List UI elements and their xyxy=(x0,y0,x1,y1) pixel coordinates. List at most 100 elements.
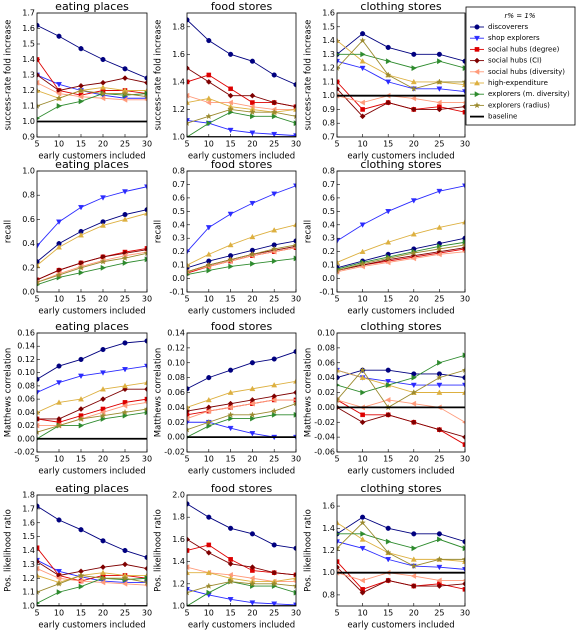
marker xyxy=(122,216,128,222)
marker xyxy=(250,100,255,105)
marker xyxy=(206,375,212,381)
marker xyxy=(271,227,278,233)
marker xyxy=(56,103,63,109)
marker xyxy=(205,418,213,426)
marker xyxy=(56,416,62,422)
series-line xyxy=(37,186,147,247)
y-tick-label: 1.6 xyxy=(172,535,185,544)
x-tick-label: 25 xyxy=(120,455,130,464)
marker xyxy=(37,278,41,286)
marker xyxy=(462,352,465,359)
legend-label: explorers (radius) xyxy=(488,101,550,109)
marker xyxy=(77,87,85,94)
marker xyxy=(385,379,392,385)
x-tick-label: 10 xyxy=(204,455,214,464)
y-tick-label: 1.2 xyxy=(22,574,35,583)
marker xyxy=(249,200,256,207)
marker xyxy=(462,539,465,545)
marker xyxy=(249,411,256,418)
marker xyxy=(37,87,40,93)
marker xyxy=(144,184,147,190)
y-axis-label: recall xyxy=(4,220,14,243)
marker xyxy=(462,89,465,95)
marker xyxy=(474,91,481,98)
marker xyxy=(385,382,392,389)
y-tick-label: 0.5 xyxy=(322,207,335,216)
y-tick-label: 0.08 xyxy=(167,373,185,382)
panel-title: food stores xyxy=(211,0,273,13)
marker xyxy=(228,415,234,422)
marker xyxy=(270,580,278,587)
marker xyxy=(337,267,341,274)
marker xyxy=(411,65,417,72)
marker xyxy=(462,587,465,592)
marker xyxy=(250,415,256,422)
y-tick-label: 1.4 xyxy=(22,546,35,555)
x-tick-label: 5 xyxy=(34,140,39,149)
marker xyxy=(462,375,465,381)
marker xyxy=(436,564,443,571)
y-axis-label: recall xyxy=(154,220,164,243)
series-line xyxy=(337,522,465,567)
x-tick-label: 30 xyxy=(460,295,470,304)
marker xyxy=(385,209,392,215)
y-tick-label: 0.4 xyxy=(322,220,335,229)
axes-frame xyxy=(36,12,148,138)
marker xyxy=(249,531,255,537)
x-tick-label: 20 xyxy=(247,455,257,464)
marker xyxy=(411,51,417,57)
marker xyxy=(410,231,417,237)
y-tick-label: -0.06 xyxy=(314,448,335,457)
marker xyxy=(293,545,296,551)
marker xyxy=(360,107,365,112)
marker xyxy=(144,338,147,344)
marker xyxy=(77,93,84,100)
marker xyxy=(99,90,107,97)
legend-label: social hubs (degree) xyxy=(488,45,560,53)
y-axis-label: success-rate fold increase xyxy=(4,20,14,131)
series-line xyxy=(37,411,147,440)
x-axis-label: early customers included xyxy=(188,152,295,162)
y-tick-label: 0.04 xyxy=(167,403,185,412)
marker xyxy=(436,374,443,381)
plot-area xyxy=(337,183,465,275)
y-tick-label: 0.6 xyxy=(22,215,35,224)
series-line xyxy=(37,561,147,576)
y-axis-label: success-rate fold increase xyxy=(154,20,164,131)
marker xyxy=(249,92,256,99)
marker xyxy=(37,428,41,435)
x-tick-label: 20 xyxy=(98,455,108,464)
marker xyxy=(360,389,366,396)
marker xyxy=(37,259,40,265)
series-line xyxy=(37,340,147,380)
series-line xyxy=(187,351,296,390)
marker xyxy=(187,119,191,127)
axes-frame xyxy=(336,12,466,138)
axes-frame xyxy=(36,170,148,293)
axes-frame xyxy=(186,332,297,453)
y-tick-label: 1.0 xyxy=(172,602,185,611)
x-tick-label: 15 xyxy=(383,295,393,304)
marker xyxy=(205,95,212,101)
marker xyxy=(55,94,63,102)
marker xyxy=(122,367,128,373)
series-line xyxy=(187,581,296,594)
marker xyxy=(293,82,296,88)
panel-title: clothing stores xyxy=(360,0,441,13)
marker xyxy=(100,569,106,575)
marker xyxy=(100,56,106,63)
y-tick-label: 0.6 xyxy=(172,193,185,202)
marker xyxy=(37,79,40,86)
marker xyxy=(144,575,147,582)
marker xyxy=(436,555,443,563)
marker xyxy=(249,250,256,258)
series-line xyxy=(37,93,147,119)
marker xyxy=(462,567,465,573)
marker xyxy=(206,120,212,127)
series-line xyxy=(337,185,465,242)
marker xyxy=(37,588,41,595)
marker xyxy=(359,113,366,120)
y-tick-label: 1.4 xyxy=(172,557,185,566)
marker xyxy=(144,379,147,385)
series-line xyxy=(187,566,296,583)
